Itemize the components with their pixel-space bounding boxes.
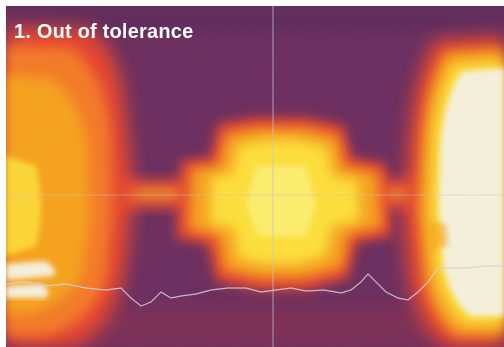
image-caption: 1. Out of tolerance [14,21,194,43]
thermal-image [6,6,504,347]
